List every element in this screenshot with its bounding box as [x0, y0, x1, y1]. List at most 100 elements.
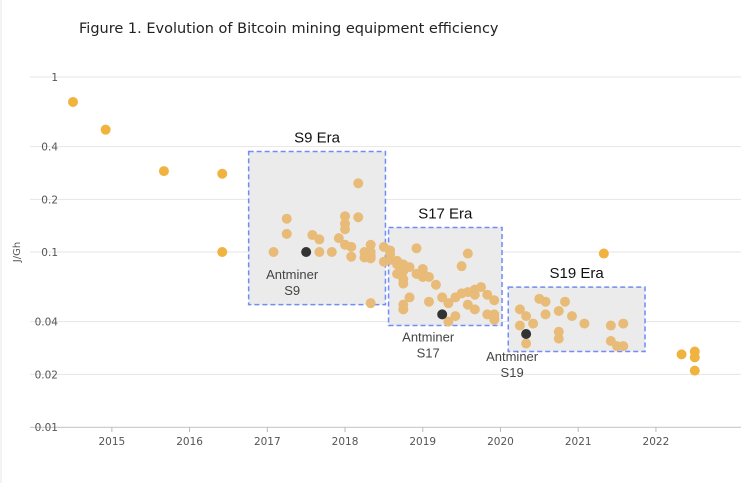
highlight-point — [437, 309, 448, 320]
data-point — [281, 213, 292, 224]
data-point — [423, 271, 434, 282]
data-point — [411, 243, 422, 254]
data-point — [528, 318, 539, 329]
y-tick-label: 0.02 — [35, 369, 58, 381]
data-point — [489, 295, 500, 306]
data-point — [540, 296, 551, 307]
y-tick-label: 0.1 — [41, 247, 58, 259]
data-point — [398, 278, 409, 289]
highlight-label: Antminer S17 — [402, 329, 455, 360]
data-point — [430, 279, 441, 290]
data-point — [68, 96, 78, 107]
data-point — [217, 168, 228, 179]
y-tick-label: 0.04 — [35, 317, 59, 329]
data-point — [462, 299, 473, 310]
data-point — [340, 224, 351, 235]
data-points — [68, 96, 700, 376]
data-point — [365, 253, 376, 264]
x-tick-label: 2021 — [565, 436, 592, 448]
data-point — [333, 233, 344, 244]
gridlines — [30, 76, 741, 428]
data-point — [540, 309, 551, 320]
data-point — [489, 312, 500, 323]
data-point — [314, 234, 325, 245]
data-point — [476, 282, 487, 293]
data-point — [482, 289, 493, 300]
x-tick-label: 2022 — [643, 436, 670, 448]
data-point — [346, 251, 357, 262]
x-tick-label: 2015 — [98, 436, 125, 448]
data-point — [340, 211, 351, 222]
data-point — [579, 318, 590, 329]
figure-title: Figure 1. Evolution of Bitcoin mining eq… — [79, 21, 499, 37]
highlight-label-line: S9 — [284, 283, 300, 298]
data-point — [423, 296, 434, 307]
data-point — [469, 289, 480, 300]
data-point — [404, 292, 415, 303]
x-tick-label: 2020 — [487, 436, 514, 448]
highlight-label-line: Antminer — [486, 349, 539, 364]
x-tick-label: 2017 — [254, 436, 281, 448]
era-label: S19 Era — [550, 265, 605, 282]
data-point — [158, 166, 169, 177]
era-label: S17 Era — [418, 206, 473, 223]
data-point — [689, 365, 700, 376]
data-point — [553, 306, 564, 317]
data-point — [469, 304, 480, 315]
data-point — [514, 304, 525, 315]
data-point — [404, 262, 415, 273]
data-point — [450, 311, 461, 322]
data-point — [268, 247, 279, 257]
highlight-label: Antminer S9 — [266, 267, 319, 298]
data-point — [365, 239, 376, 250]
data-point — [456, 261, 467, 272]
x-tick-label: 2019 — [409, 436, 436, 448]
data-point — [566, 311, 577, 322]
highlight-label: Antminer S19 — [486, 349, 539, 380]
x-tick-label: 2016 — [176, 436, 203, 448]
data-point — [689, 352, 700, 363]
data-point — [217, 247, 228, 257]
y-tick-label: 0.2 — [41, 194, 58, 206]
data-point — [281, 228, 292, 239]
data-point — [443, 298, 454, 309]
data-point — [521, 338, 532, 349]
data-point — [326, 247, 337, 257]
y-tick-label: 0.01 — [35, 422, 58, 434]
data-point — [443, 316, 454, 327]
y-tick-label: 1 — [51, 72, 58, 84]
data-point — [676, 349, 687, 360]
data-point — [398, 304, 409, 315]
data-point — [618, 341, 629, 352]
data-point — [605, 320, 616, 331]
data-point — [353, 178, 364, 189]
x-tick-label: 2018 — [332, 436, 359, 448]
data-point — [346, 241, 357, 252]
x-axis-ticks: 2015 2016 2017 2018 2019 2020 2021 2022 — [98, 427, 669, 448]
data-point — [100, 124, 111, 135]
data-point — [521, 311, 532, 322]
era-label: S9 Era — [294, 130, 341, 147]
highlight-label-line: Antminer — [402, 329, 455, 344]
data-point — [559, 296, 570, 307]
highlight-label-line: S17 — [417, 345, 440, 360]
highlight-point — [301, 247, 312, 257]
data-point — [462, 248, 473, 259]
y-tick-label: 0.4 — [41, 142, 58, 154]
data-point — [618, 318, 629, 329]
data-point — [353, 212, 364, 223]
highlight-point — [521, 328, 532, 339]
data-point — [365, 298, 376, 309]
era-box — [247, 150, 387, 306]
data-point — [314, 247, 325, 257]
y-axis-label: J/Gh — [12, 242, 23, 263]
data-point — [598, 248, 609, 259]
data-point — [514, 320, 525, 331]
highlight-label-line: Antminer — [266, 267, 319, 282]
highlight-label-line: S19 — [501, 365, 524, 380]
y-axis-ticks: 1 0.4 0.2 0.1 0.04 0.02 0.01 — [35, 72, 59, 434]
data-point — [553, 333, 564, 344]
